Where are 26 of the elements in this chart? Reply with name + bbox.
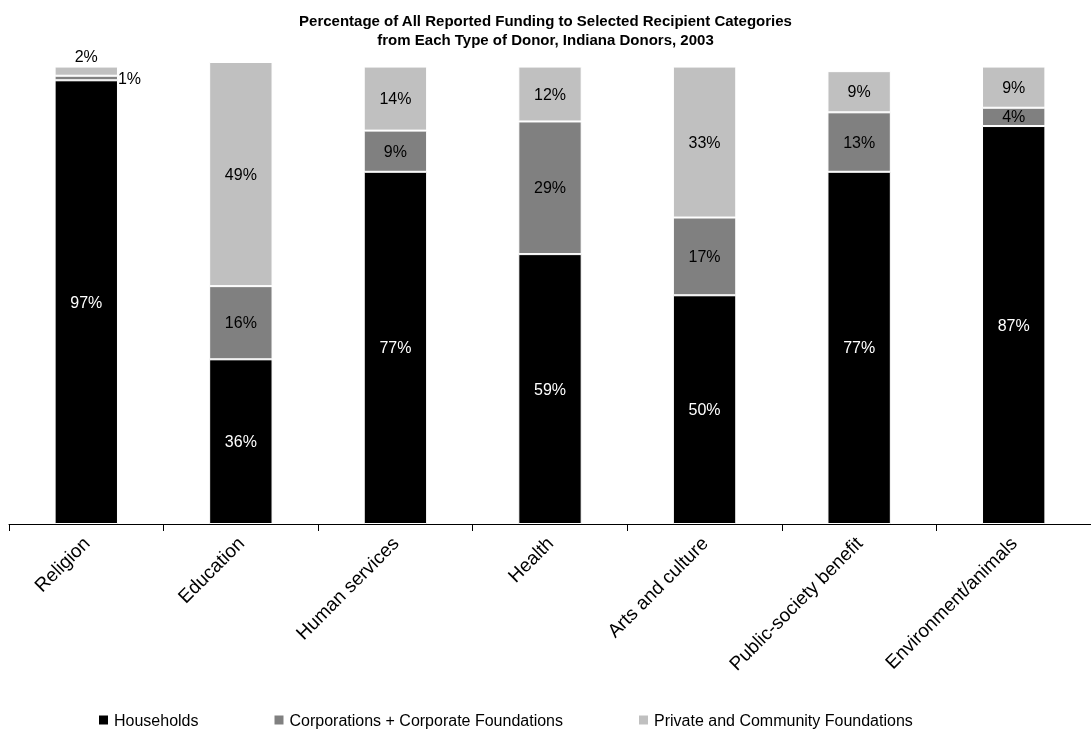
legend-label: Private and Community Foundations [653,711,913,729]
bar [54,66,118,76]
data-label: 9% [847,83,871,101]
data-label: 16% [224,314,257,332]
data-label: 33% [688,133,721,151]
data-label: 87% [997,316,1030,334]
data-label: 50% [688,401,721,419]
data-label: 2% [74,48,98,66]
data-label: 97% [70,293,103,311]
data-label: 29% [533,179,567,197]
data-label: 1% [117,69,142,87]
data-label: 77% [379,339,412,357]
data-label: 4% [1002,108,1026,126]
data-label: 49% [224,165,257,183]
data-label: 13% [843,133,876,151]
data-label: 36% [224,433,257,451]
legend-label: Households [114,711,199,729]
data-label: 17% [688,247,721,265]
data-label: 9% [1002,78,1026,96]
chart-title: Percentage of All Reported Funding to Selected Recipient Categories from Each Type of Donor, Indiana Donors, 2003 [299,12,792,48]
data-label: 9% [383,142,407,160]
data-label: 77% [843,339,876,357]
data-label: 59% [533,380,567,398]
data-label: 14% [379,90,412,108]
data-label: 12% [533,85,567,103]
legend-label: Corporations + Corporate Foundations [289,711,563,729]
